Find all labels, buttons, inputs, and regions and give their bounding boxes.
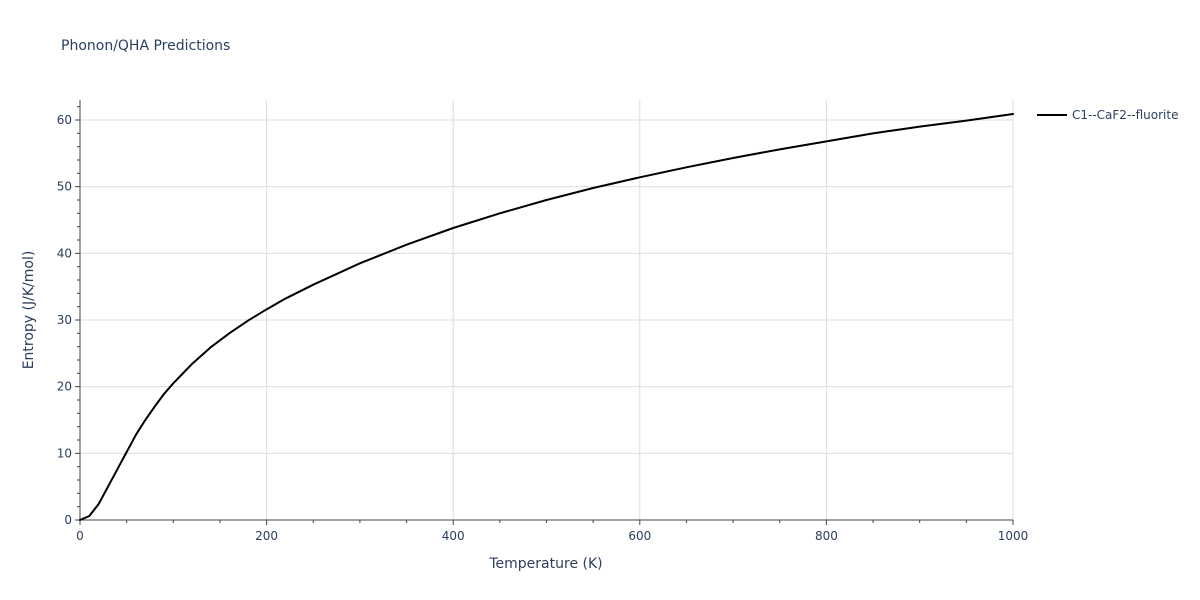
y-tick-label: 50 — [57, 180, 72, 194]
y-tick-label: 10 — [57, 446, 72, 460]
x-tick-label: 1000 — [998, 529, 1029, 543]
y-tick-label: 60 — [57, 113, 72, 127]
y-tick-label: 20 — [57, 380, 72, 394]
x-tick-label: 800 — [815, 529, 838, 543]
axes-layer: 0 200 400 600 800 1000 0 10 20 30 40 50 60 — [57, 100, 1029, 543]
x-tick-label: 600 — [628, 529, 651, 543]
y-tick-label: 0 — [64, 513, 72, 527]
grid-layer — [80, 100, 1014, 520]
x-axis-title: Temperature (K) — [488, 556, 602, 572]
x-tick-label: 400 — [442, 529, 465, 543]
chart-title: Phonon/QHA Predictions — [61, 38, 230, 54]
x-tick-label: 0 — [76, 529, 84, 543]
legend[interactable]: C1--CaF2--fluorite — [1037, 108, 1178, 122]
y-tick-label: 30 — [57, 313, 72, 327]
series-layer — [79, 113, 1014, 521]
y-tick-label: 40 — [57, 246, 72, 260]
legend-item[interactable]: C1--CaF2--fluorite — [1037, 108, 1178, 122]
series-line — [79, 113, 1014, 521]
x-tick-label: 200 — [255, 529, 278, 543]
legend-label: C1--CaF2--fluorite — [1072, 108, 1178, 122]
y-axis-title: Entropy (J/K/mol) — [21, 251, 37, 370]
